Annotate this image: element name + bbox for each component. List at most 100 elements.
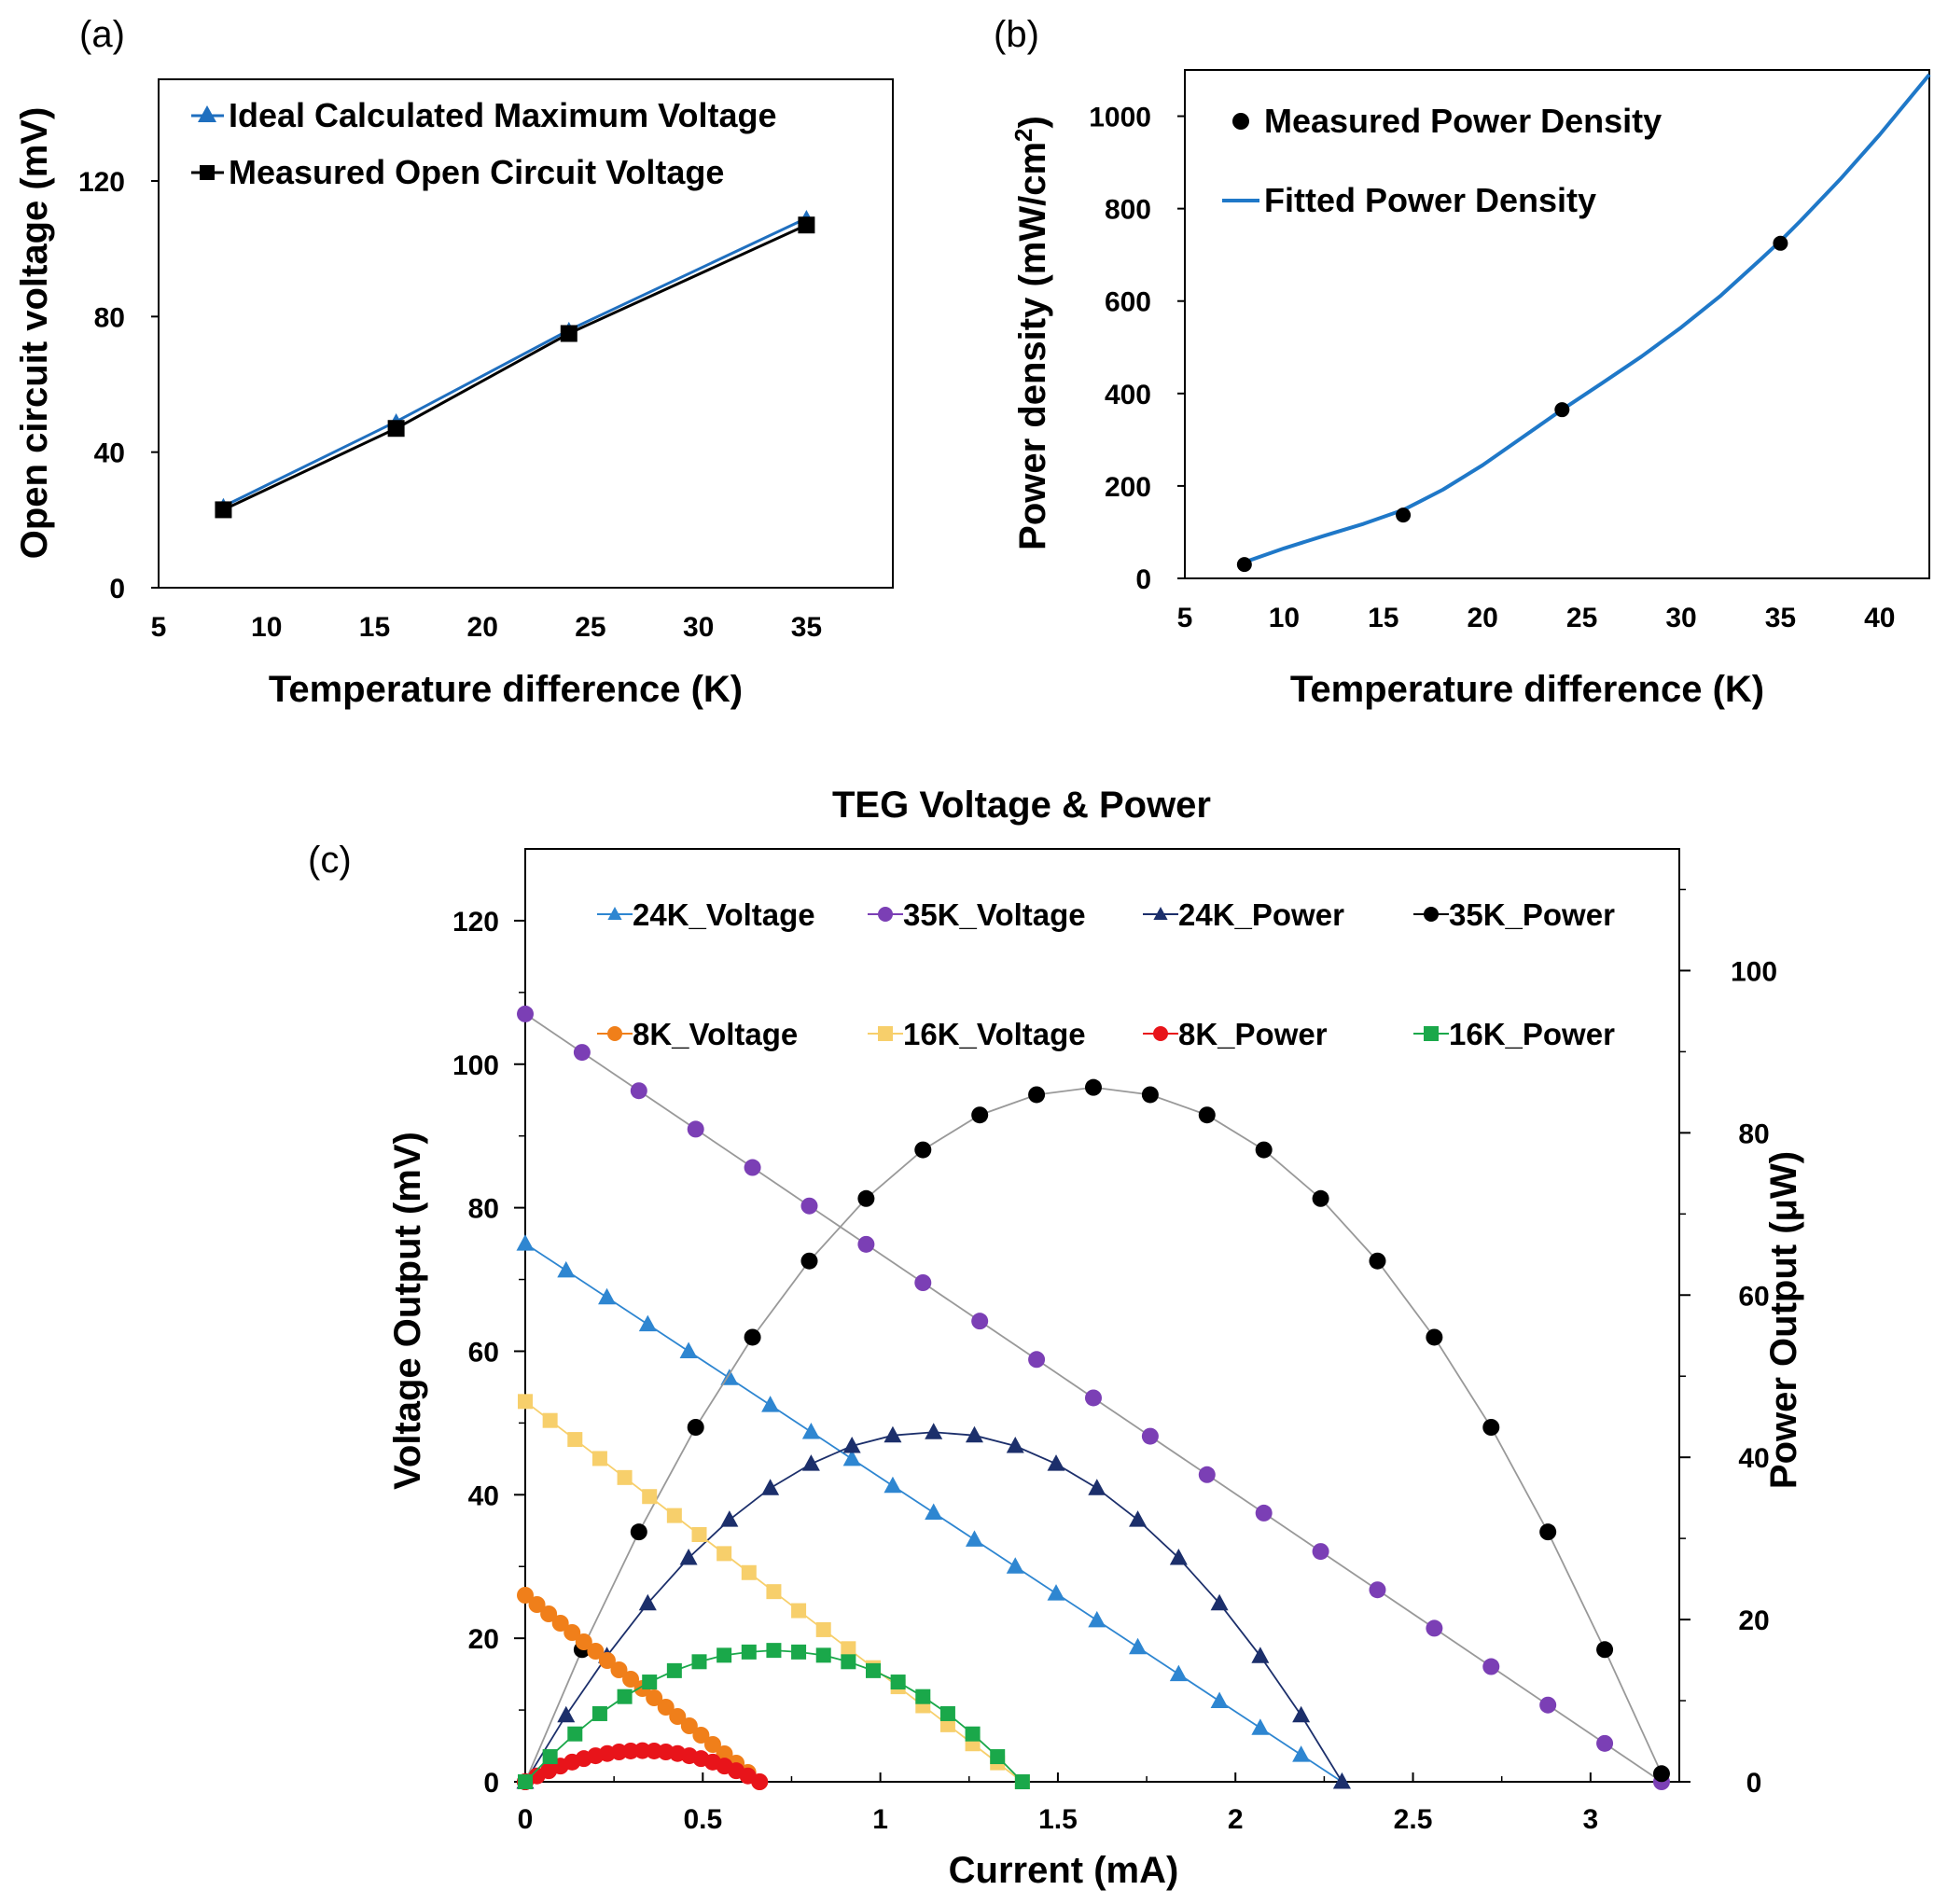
panel-c-y2-tick-label: 40 bbox=[1738, 1443, 1769, 1474]
legend-label-fitted-power: Fitted Power Density bbox=[1264, 181, 1596, 219]
panel-c-data-point bbox=[890, 1675, 906, 1690]
panel-a-x-tick-label: 20 bbox=[467, 612, 498, 643]
panel-c-data-point bbox=[692, 1727, 710, 1744]
legend-label-ideal: Ideal Calculated Maximum Voltage bbox=[229, 96, 777, 134]
panel-c-data-point bbox=[679, 1341, 698, 1358]
panel-c-y-axis-label: Voltage Output (mV) bbox=[387, 1132, 428, 1490]
panel-c-data-point bbox=[587, 1643, 605, 1660]
panel-c-data-point bbox=[914, 1141, 932, 1159]
panel-c-label: (c) bbox=[308, 840, 352, 881]
panel-c-title: TEG Voltage & Power bbox=[832, 785, 1211, 826]
panel-c-data-point bbox=[720, 1510, 739, 1527]
panel-c-data-point bbox=[801, 1423, 820, 1439]
panel-b-x-tick-label: 5 bbox=[1177, 603, 1193, 633]
panel-c-data-point bbox=[1129, 1510, 1148, 1527]
panel-c-data-point bbox=[1198, 1466, 1216, 1483]
panel-c-data-point bbox=[884, 1425, 902, 1443]
panel-b-data-point bbox=[1236, 557, 1252, 573]
panel-c-data-point bbox=[1251, 1718, 1270, 1735]
panel-c-data-point bbox=[666, 1662, 682, 1678]
panel-c-data-point bbox=[1084, 1389, 1102, 1407]
panel-c-data-point bbox=[1129, 1637, 1148, 1655]
panel-b-y-axis-label-main: Power density (mW/cm bbox=[1012, 142, 1053, 550]
panel-c-data-point bbox=[687, 1419, 704, 1436]
panel-a-series-line-1 bbox=[222, 223, 808, 511]
panel-c-data-point bbox=[1210, 1593, 1229, 1611]
panel-c-data-point bbox=[1369, 1581, 1386, 1599]
panel-a-x-axis-label: Temperature difference (K) bbox=[269, 669, 743, 710]
panel-c-data-point bbox=[1596, 1734, 1614, 1752]
panel-c-data-point bbox=[518, 1774, 533, 1789]
panel-c-data-point bbox=[800, 1252, 818, 1270]
panel-c-y-tick-label: 80 bbox=[468, 1194, 499, 1225]
panel-c-data-point bbox=[741, 1564, 757, 1580]
panel-c-x-tick-label: 1 bbox=[872, 1804, 888, 1835]
panel-a-y-axis-label: Open circuit voltage (mV) bbox=[14, 107, 55, 560]
panel-c-x-ticks: 0 0.5 1 1.5 2 2.5 3 bbox=[518, 1772, 1598, 1835]
panel-c-legend-marker bbox=[607, 907, 622, 920]
panel-c-data-point bbox=[1088, 1610, 1106, 1628]
panel-c-legend-label: 16K_Voltage bbox=[903, 1017, 1086, 1051]
panel-c-data-point bbox=[557, 1260, 576, 1278]
panel-c-data-point bbox=[1332, 1772, 1351, 1789]
panel-c-data-point bbox=[815, 1647, 831, 1663]
panel-c-data-point bbox=[925, 1503, 943, 1521]
panel-c-data-point bbox=[564, 1624, 581, 1641]
panel-c-data-point bbox=[573, 1044, 591, 1062]
panel-a-series-line-0 bbox=[222, 216, 808, 508]
legend-marker-measured bbox=[200, 165, 215, 180]
panel-c-data-point bbox=[691, 1527, 707, 1542]
panel-b-y-axis-label: Power density (mW/cm2) bbox=[1009, 116, 1053, 550]
panel-b: (b) 5 10 15 20 25 30 35 40 0 200 400 600 800 1000 Te… bbox=[994, 14, 1931, 710]
panel-c-data-point bbox=[540, 1605, 558, 1622]
panel-c-data-point bbox=[1312, 1189, 1329, 1207]
panel-c-legend-label: 24K_Power bbox=[1178, 897, 1344, 932]
panel-c-data-point bbox=[598, 1652, 616, 1669]
panel-c-y-tick-label: 0 bbox=[483, 1768, 499, 1799]
panel-c-data-point bbox=[766, 1643, 782, 1659]
panel-c-data-point bbox=[1028, 1351, 1046, 1369]
panel-b-y-axis-label-end: ) bbox=[1012, 116, 1053, 128]
panel-b-data-point bbox=[1773, 235, 1788, 251]
panel-c-data-point bbox=[857, 1235, 875, 1253]
panel-c-data-point bbox=[842, 1449, 861, 1466]
panel-a-y-tick-label: 120 bbox=[78, 167, 125, 198]
panel-c-data-point bbox=[679, 1549, 698, 1565]
panel-c-data-point bbox=[965, 1425, 983, 1443]
panel-a-y-tick-label: 80 bbox=[94, 302, 125, 333]
panel-b-label: (b) bbox=[994, 14, 1039, 55]
panel-c-data-point bbox=[622, 1742, 640, 1759]
panel-a-series bbox=[215, 209, 815, 519]
panel-c-data-point bbox=[1210, 1691, 1229, 1708]
panel-b-x-tick-label: 25 bbox=[1566, 603, 1597, 633]
panel-c-data-point bbox=[517, 1587, 534, 1604]
panel-b-legend: Measured Power Density Fitted Power Dens… bbox=[1222, 102, 1662, 219]
panel-b-x-tick-label: 35 bbox=[1765, 603, 1796, 633]
panel-a-y-ticks: 0 40 80 120 bbox=[78, 167, 159, 605]
panel-b-y-tick-label: 800 bbox=[1105, 195, 1151, 226]
panel-b-x-tick-label: 10 bbox=[1269, 603, 1300, 633]
panel-c-data-point bbox=[751, 1773, 769, 1790]
panel-c-data-point bbox=[965, 1530, 983, 1547]
panel-c-legend-label: 16K_Power bbox=[1449, 1017, 1615, 1051]
panel-b-y-tick-label: 200 bbox=[1105, 472, 1151, 503]
panel-b-y-tick-label: 600 bbox=[1105, 287, 1151, 318]
panel-c-data-point bbox=[630, 1523, 647, 1541]
panel-c-data-point bbox=[1006, 1437, 1024, 1453]
panel-c-data-point bbox=[857, 1189, 875, 1207]
panel-c-data-point bbox=[841, 1641, 856, 1657]
panel-c-data-point bbox=[1047, 1584, 1065, 1601]
panel-a-x-tick-label: 30 bbox=[683, 612, 714, 643]
panel-c-data-point bbox=[1426, 1619, 1443, 1637]
panel-c-y2-tick-label: 60 bbox=[1738, 1281, 1769, 1312]
panel-b-data-point bbox=[1396, 507, 1412, 523]
panel-c-data-point bbox=[591, 1451, 607, 1466]
panel-c-data-point bbox=[1028, 1086, 1046, 1104]
panel-c-data-point bbox=[761, 1396, 780, 1412]
panel-c-data-point bbox=[1369, 1252, 1386, 1270]
panel-c-data-point bbox=[1482, 1658, 1500, 1675]
panel-c-data-point bbox=[1251, 1647, 1270, 1663]
panel-c-data-point bbox=[517, 1005, 534, 1022]
panel-c-data-point bbox=[680, 1717, 698, 1734]
panel-c-legend: 24K_Voltage 35K_Voltage 24K_Power 35K_Power… bbox=[597, 897, 1615, 1051]
